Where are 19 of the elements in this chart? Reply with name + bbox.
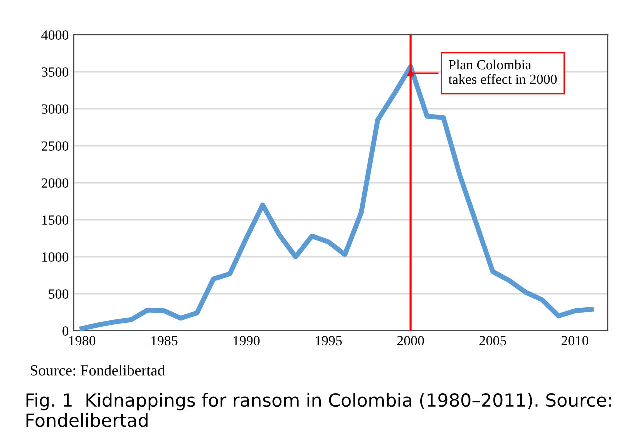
y-tick-label: 2500 — [42, 142, 69, 151]
y-tick-label: 4000 — [42, 30, 69, 40]
y-tick-label: 3500 — [42, 68, 69, 77]
x-tick-label: 1990 — [234, 336, 260, 346]
y-tick-label: 500 — [49, 290, 69, 299]
y-tick-label: 1500 — [42, 216, 69, 225]
y-tick-label: 0 — [62, 326, 69, 336]
y-tick-label: 2000 — [42, 178, 69, 188]
y-tick-label: 3000 — [42, 104, 69, 114]
caption: Fig. 1 Kidnappings for ransom in Colombia (1980–2011). Source: Fondelibertad — [26, 393, 612, 428]
x-tick-label: 2000 — [398, 336, 424, 346]
x-tick-label: 1980 — [70, 336, 96, 346]
x-tick-label: 1995 — [316, 336, 342, 346]
ref-line-label: Plan Colombia takes effect in 2000 — [448, 60, 557, 84]
x-tick-label: 2010 — [562, 336, 588, 346]
x-tick-label: 1985 — [152, 336, 178, 346]
x-tick-label: 2005 — [480, 336, 506, 346]
y-tick-label: 1000 — [42, 252, 69, 262]
source-note: Source: Fondelibertad — [31, 365, 166, 376]
